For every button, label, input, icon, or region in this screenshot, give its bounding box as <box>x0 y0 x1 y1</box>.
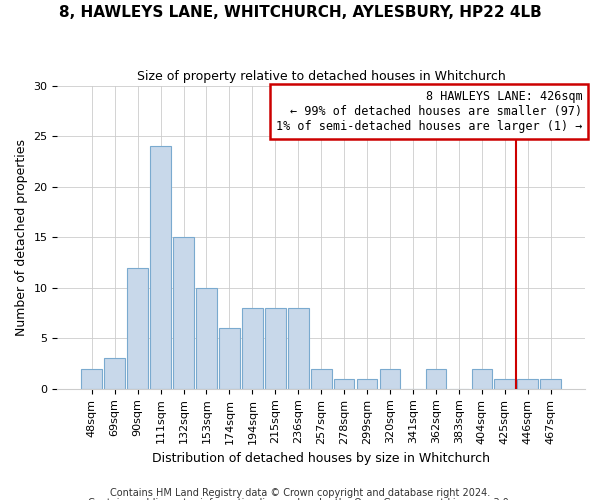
Y-axis label: Number of detached properties: Number of detached properties <box>15 138 28 336</box>
Bar <box>219 328 240 389</box>
Text: Contains HM Land Registry data © Crown copyright and database right 2024.: Contains HM Land Registry data © Crown c… <box>110 488 490 498</box>
Bar <box>127 268 148 389</box>
Bar <box>242 308 263 389</box>
X-axis label: Distribution of detached houses by size in Whitchurch: Distribution of detached houses by size … <box>152 452 490 465</box>
Bar <box>288 308 308 389</box>
Bar <box>150 146 171 389</box>
Bar <box>82 368 102 389</box>
Bar <box>311 368 332 389</box>
Bar <box>425 368 446 389</box>
Text: Contains public sector information licensed under the Open Government Licence v3: Contains public sector information licen… <box>88 498 512 500</box>
Bar <box>472 368 492 389</box>
Bar <box>104 358 125 389</box>
Bar <box>541 378 561 389</box>
Bar <box>517 378 538 389</box>
Bar <box>380 368 400 389</box>
Bar <box>265 308 286 389</box>
Bar <box>357 378 377 389</box>
Text: 8, HAWLEYS LANE, WHITCHURCH, AYLESBURY, HP22 4LB: 8, HAWLEYS LANE, WHITCHURCH, AYLESBURY, … <box>59 5 541 20</box>
Bar <box>334 378 355 389</box>
Title: Size of property relative to detached houses in Whitchurch: Size of property relative to detached ho… <box>137 70 506 83</box>
Text: 8 HAWLEYS LANE: 426sqm
← 99% of detached houses are smaller (97)
1% of semi-deta: 8 HAWLEYS LANE: 426sqm ← 99% of detached… <box>276 90 583 133</box>
Bar <box>196 288 217 389</box>
Bar <box>173 237 194 389</box>
Bar <box>494 378 515 389</box>
